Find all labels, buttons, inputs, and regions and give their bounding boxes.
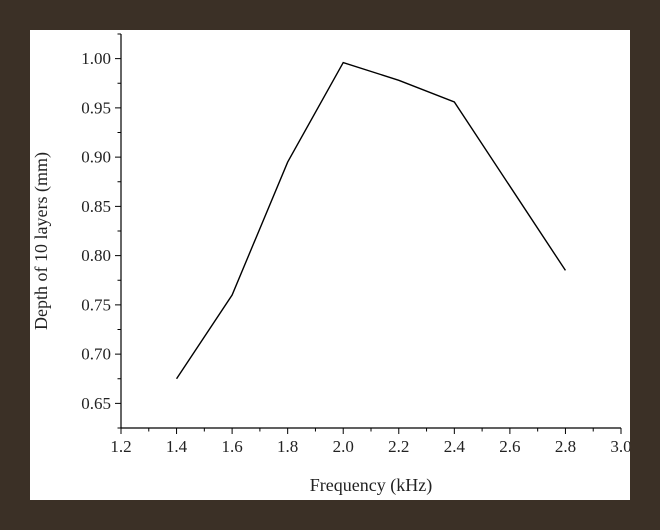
y-tick-label: 0.85 [81,197,111,216]
chart-panel: 1.2 1.4 1.6 1.8 2.0 2.2 2.4 2.6 2.8 3.0 0.65 0.70 0.… [30,30,630,500]
x-tick-label: 2.6 [499,437,520,456]
x-tick-label: 1.8 [277,437,298,456]
x-tick-label: 2.0 [333,437,354,456]
y-tick-label: 0.75 [81,295,111,314]
y-tick-label: 1.00 [81,49,111,68]
x-tick-label: 3.0 [610,437,630,456]
y-tick-label: 0.65 [81,394,111,413]
axes [120,34,621,429]
x-tick-label: 2.8 [555,437,576,456]
ticks: 1.2 1.4 1.6 1.8 2.0 2.2 2.4 2.6 2.8 3.0 0.65 0.70 0.… [81,33,630,456]
y-tick-label: 0.95 [81,98,111,117]
x-axis-label: Frequency (kHz) [310,475,432,496]
x-tick-label: 2.2 [388,437,409,456]
line-chart: 1.2 1.4 1.6 1.8 2.0 2.2 2.4 2.6 2.8 3.0 0.65 0.70 0.… [31,33,630,496]
series-group [175,61,567,380]
x-tick-label: 1.2 [110,437,131,456]
x-tick-label: 2.4 [444,437,466,456]
x-tick-label: 1.4 [166,437,188,456]
x-tick-label: 1.6 [221,437,242,456]
y-tick-label: 0.80 [81,246,111,265]
series-line [175,61,567,380]
y-axis-label: Depth of 10 layers (mm) [31,152,52,330]
y-tick-label: 0.90 [81,148,111,167]
y-tick-label: 0.70 [81,345,111,364]
